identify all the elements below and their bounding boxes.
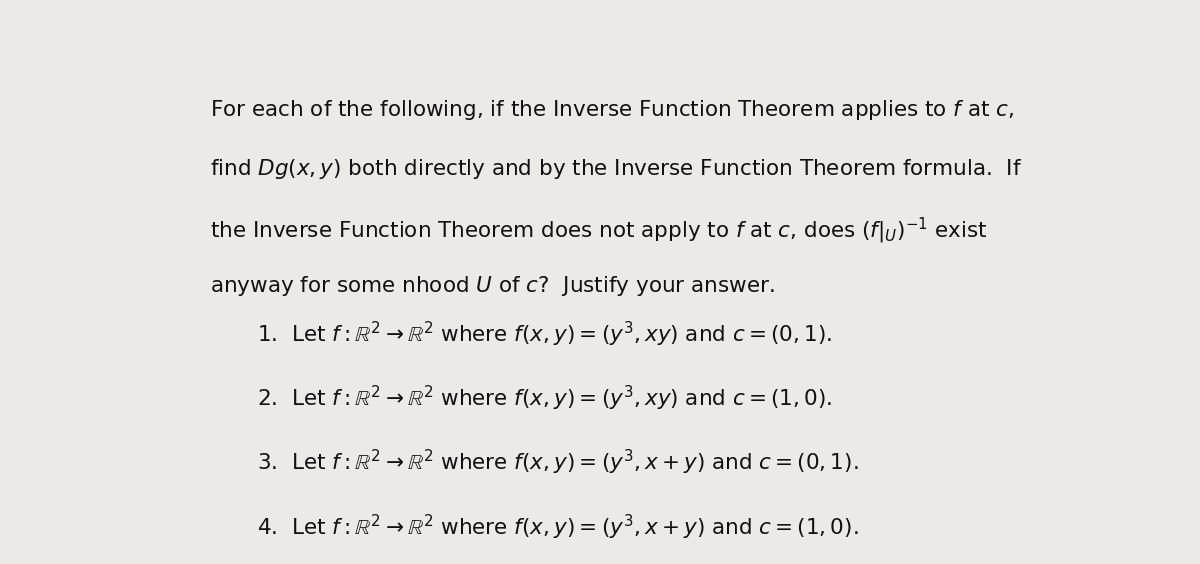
Text: 3.  Let $f : \mathbb{R}^2 \to \mathbb{R}^2$ where $f(x, y) = (y^3, x + y)$ and $: 3. Let $f : \mathbb{R}^2 \to \mathbb{R}^… <box>257 448 858 477</box>
Text: anyway for some nhood $U$ of $c$?  Justify your answer.: anyway for some nhood $U$ of $c$? Justif… <box>210 274 775 298</box>
Text: 2.  Let $f : \mathbb{R}^2 \to \mathbb{R}^2$ where $f(x, y) = (y^3, xy)$ and $c =: 2. Let $f : \mathbb{R}^2 \to \mathbb{R}^… <box>257 384 832 413</box>
Text: the Inverse Function Theorem does not apply to $f$ at $c$, does $(f|_U)^{-1}$ ex: the Inverse Function Theorem does not ap… <box>210 215 989 245</box>
Text: 1.  Let $f : \mathbb{R}^2 \to \mathbb{R}^2$ where $f(x, y) = (y^3, xy)$ and $c =: 1. Let $f : \mathbb{R}^2 \to \mathbb{R}^… <box>257 320 832 349</box>
Text: find $Dg(x, y)$ both directly and by the Inverse Function Theorem formula.  If: find $Dg(x, y)$ both directly and by the… <box>210 157 1022 180</box>
Text: 4.  Let $f : \mathbb{R}^2 \to \mathbb{R}^2$ where $f(x, y) = (y^3, x + y)$ and $: 4. Let $f : \mathbb{R}^2 \to \mathbb{R}^… <box>257 512 858 541</box>
Text: For each of the following, if the Inverse Function Theorem applies to $f$ at $c$: For each of the following, if the Invers… <box>210 98 1015 122</box>
